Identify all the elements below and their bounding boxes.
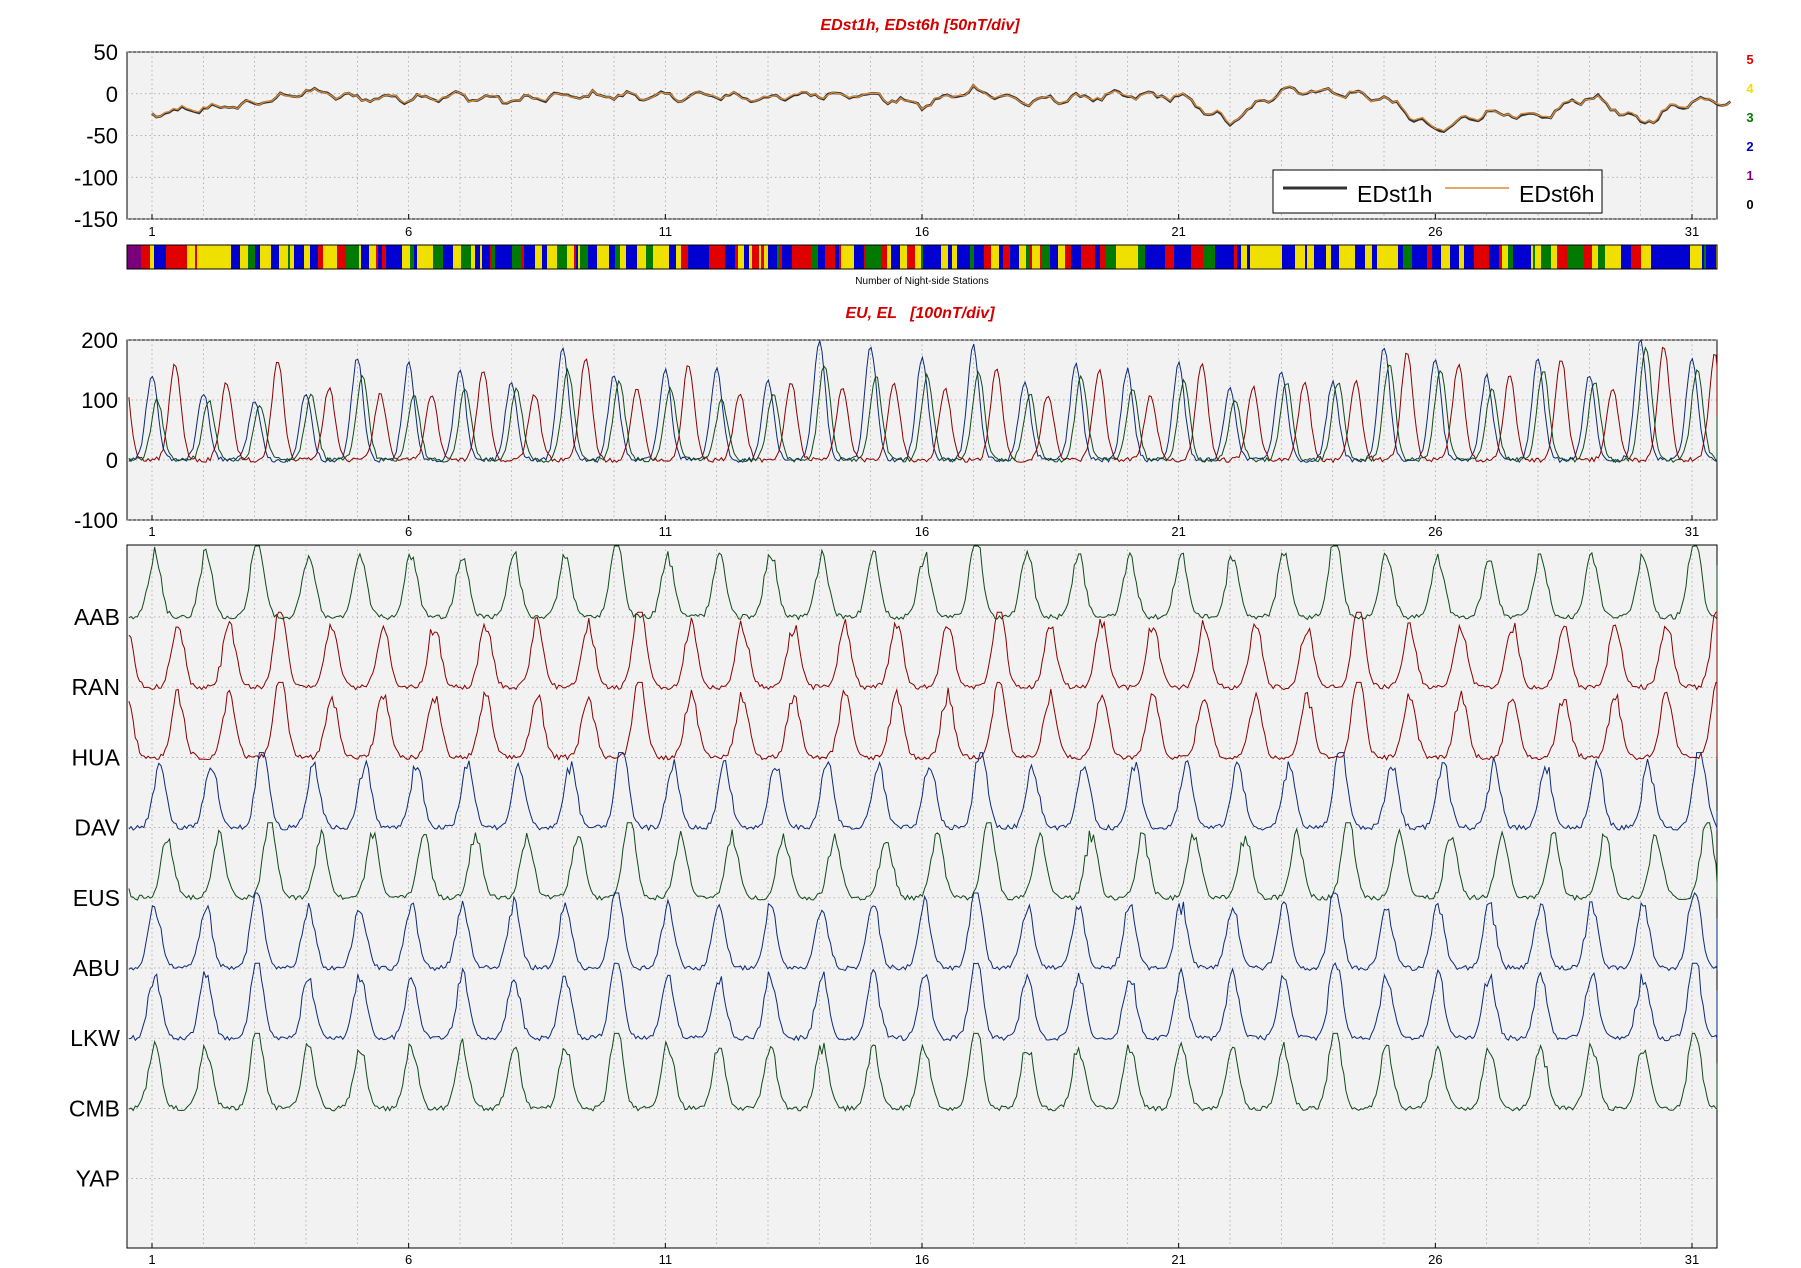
night-side-station-colorbar — [126, 244, 1718, 270]
x-tick-label: 16 — [915, 524, 929, 539]
edst-grid — [127, 51, 1717, 220]
eu-el-y-ticks: 200 100 0 -100 — [74, 328, 118, 533]
station-labels: AAB RAN HUA DAV EUS ABU LKW CMB YAP — [69, 604, 121, 1192]
series-edst6h-line — [151, 83, 1731, 132]
station-label-aab: AAB — [74, 604, 120, 630]
station-count-label: 3 — [1746, 110, 1753, 125]
x-tick-label: 1 — [148, 524, 155, 539]
x-tick-label: 16 — [915, 1252, 929, 1267]
station-trace-lkw — [128, 962, 1718, 1042]
station-trace-eus — [128, 822, 1718, 902]
station-trace-ran — [128, 611, 1718, 691]
eu-el-trace — [128, 346, 1718, 464]
y-tick-label: 0 — [106, 448, 118, 473]
y-tick-label: -100 — [74, 165, 118, 190]
station-count-legend: 5 4 3 2 1 0 — [1746, 52, 1754, 212]
x-tick-label: 21 — [1171, 1252, 1185, 1267]
legend-label-edst1h: EDst1h — [1357, 181, 1432, 207]
station-label-lkw: LKW — [70, 1025, 120, 1051]
edst-panel: 500-50-100-150 1 6 11 16 21 26 31 EDst1h EDst6… — [74, 40, 1754, 239]
station-count-label: 5 — [1746, 52, 1753, 67]
eu-el-x-ticks: 1 6 11 16 21 26 31 — [148, 515, 1699, 539]
x-tick-label: 6 — [405, 1252, 412, 1267]
x-tick-label: 21 — [1171, 524, 1185, 539]
y-tick-label: 200 — [81, 328, 118, 353]
edst-series — [151, 83, 1732, 133]
station-label-dav: DAV — [74, 815, 120, 841]
x-tick-label: 26 — [1428, 1252, 1442, 1267]
station-label-abu: ABU — [73, 955, 120, 981]
x-tick-label: 26 — [1428, 524, 1442, 539]
station-stack-grid — [127, 545, 1717, 1248]
station-count-label: 4 — [1746, 81, 1754, 96]
station-label-cmb: CMB — [69, 1095, 120, 1121]
station-trace-aab — [128, 545, 1718, 621]
x-tick-label: 11 — [659, 224, 673, 239]
y-tick-label: -50 — [86, 124, 118, 149]
station-count-label: 1 — [1746, 168, 1753, 183]
eu-el-grid — [127, 339, 1717, 521]
station-trace-abu — [128, 892, 1718, 972]
station-label-yap: YAP — [76, 1166, 120, 1192]
station-label-ran: RAN — [71, 674, 120, 700]
eu-el-panel-title: EU, EL [100nT/div] — [845, 305, 995, 322]
eu-el-series — [128, 338, 1718, 464]
station-count-label: 0 — [1746, 197, 1753, 212]
y-tick-label: -100 — [74, 508, 118, 533]
edst-legend: EDst1h EDst6h — [1272, 169, 1603, 214]
x-tick-label: 6 — [405, 224, 412, 239]
station-label-hua: HUA — [71, 744, 120, 770]
x-tick-label: 26 — [1428, 224, 1442, 239]
station-traces — [128, 545, 1718, 1112]
station-count-label: 2 — [1746, 139, 1753, 154]
station-trace-dav — [128, 752, 1718, 832]
x-tick-label: 11 — [659, 524, 673, 539]
edst-x-ticks: 1 6 11 16 21 26 31 — [148, 214, 1699, 239]
eu-el-trace — [128, 346, 1718, 464]
x-tick-label: 11 — [659, 1252, 673, 1267]
x-tick-label: 1 — [148, 1252, 155, 1267]
colorbar-label: Number of Night-side Stations — [855, 276, 988, 287]
station-stack-x-ticks: 1 6 11 16 21 26 31 — [148, 1243, 1699, 1267]
edst-panel-title: EDst1h, EDst6h [50nT/div] — [820, 17, 1020, 34]
y-tick-label: 100 — [81, 388, 118, 413]
station-trace-hua — [128, 681, 1718, 761]
legend-label-edst6h: EDst6h — [1519, 181, 1594, 207]
x-tick-label: 31 — [1685, 1252, 1699, 1267]
y-tick-label: -150 — [74, 207, 118, 232]
x-tick-label: 1 — [148, 224, 155, 239]
y-tick-label: 50 — [94, 40, 118, 65]
x-tick-label: 31 — [1685, 524, 1699, 539]
x-tick-label: 16 — [915, 224, 929, 239]
edst-y-ticks: 50 0 -50 -100 -150 — [74, 40, 118, 232]
y-tick-label: 0 — [106, 82, 118, 107]
x-tick-label: 31 — [1685, 224, 1699, 239]
station-trace-cmb — [128, 1032, 1718, 1112]
x-tick-label: 21 — [1171, 224, 1185, 239]
x-tick-label: 6 — [405, 524, 412, 539]
station-label-eus: EUS — [73, 885, 120, 911]
